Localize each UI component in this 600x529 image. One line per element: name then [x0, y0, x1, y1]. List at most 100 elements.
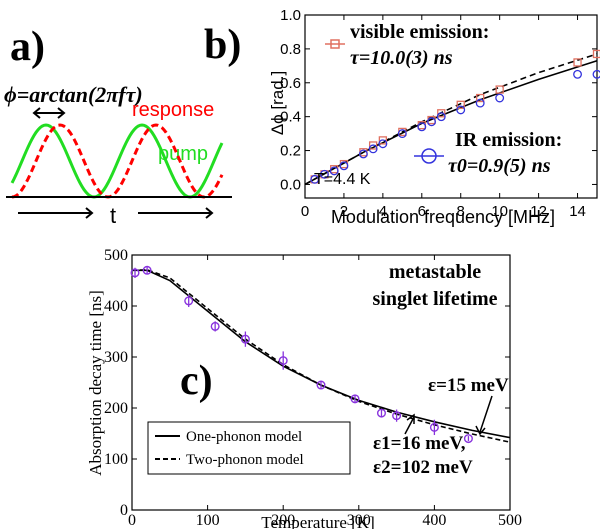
y-tick-label: 200: [104, 400, 128, 417]
decay-time-point: [278, 356, 288, 366]
epsilon12-arrow: [404, 413, 415, 435]
ir-emission-fit: τ0=0.9(5) ns: [448, 155, 551, 177]
phase-arrow: [32, 107, 66, 119]
visible-emission-point: [378, 136, 388, 145]
ir-emission-point: [329, 166, 339, 176]
panel-c-ylabel: Absorption decay time [ns]: [86, 290, 105, 476]
panel-c-title-line2: singlet lifetime: [373, 288, 498, 310]
ir-emission-point: [456, 105, 466, 115]
visible-emission-point: [573, 58, 582, 67]
x-tick-label: 8: [457, 203, 465, 220]
panel-b-points: [310, 49, 600, 184]
visible-emission-point: [437, 109, 446, 118]
x-tick-label: 14: [569, 203, 586, 220]
visible-emission-point: [368, 141, 378, 150]
y-tick-label: 500: [104, 247, 128, 264]
panel-b-label: b): [204, 22, 241, 68]
y-tick-label: 0.8: [280, 41, 301, 58]
panel-b-curves: [304, 53, 598, 186]
panel-c-frame: [131, 254, 511, 511]
decay-time-point: [240, 334, 250, 344]
panel-c-legend: [147, 421, 351, 475]
legend-two-phonon-label: Two-phonon model: [186, 452, 304, 468]
visible-emission-point: [592, 49, 600, 59]
y-tick-label: 100: [104, 451, 128, 468]
decay-time-point: [316, 380, 326, 390]
panel-b-xlabel: Modulation frequency [MHz]: [331, 207, 555, 227]
panel-c-xlabel: Temperature [K]: [261, 513, 375, 529]
ir-emission-point: [475, 98, 485, 108]
ir-emission-point: [436, 112, 446, 122]
panel-c-title-line1: metastable: [389, 261, 481, 283]
ir-emission-point: [339, 161, 349, 171]
visible-emission-point: [456, 100, 465, 109]
decay-time-point: [376, 408, 386, 418]
legend-one-phonon-label: One-phonon model: [186, 429, 302, 445]
x-tick-label: 10: [491, 203, 508, 220]
x-tick-label: 12: [530, 203, 547, 220]
y-tick-label: 0.6: [280, 75, 301, 92]
decay-time-point: [350, 394, 360, 404]
decay-time-point: [184, 296, 194, 306]
ir-emission-point: [592, 69, 600, 79]
y-tick-label: 300: [104, 349, 128, 366]
y-tick-label: 0.0: [280, 176, 301, 193]
panel-c-label: c): [180, 358, 213, 404]
ir-emission-point: [427, 117, 436, 127]
x-tick-label: 2: [340, 203, 348, 220]
x-tick-label: 0: [301, 203, 309, 220]
x-tick-label: 6: [418, 203, 426, 220]
panel-c-curves: [131, 268, 511, 443]
pump-label: pump: [158, 143, 208, 165]
panel-b: b) 0 2 4 6 8 10 12 14 0.0 0.2 0.4 0.6 0.8 1.0 T=4.4 K…: [204, 7, 600, 227]
time-label: t: [110, 203, 116, 228]
legend-visible-marker: [325, 39, 345, 49]
ir-emission-point: [310, 174, 320, 184]
decay-time-point: [429, 422, 439, 432]
x-tick-label: 300: [347, 512, 371, 529]
x-tick-label: 4: [379, 203, 387, 220]
visible-emission-fit: τ=10.0(3) ns: [350, 47, 453, 69]
decay-time-point: [463, 434, 473, 444]
y-tick-label: 400: [104, 298, 128, 315]
time-arrow: [18, 207, 214, 219]
phase-formula: ϕ=arctan(2πfτ): [4, 82, 143, 107]
response-wave: [11, 123, 224, 199]
ir-emission-point: [397, 129, 407, 139]
ir-emission-point: [320, 169, 329, 179]
x-tick-label: 100: [196, 512, 220, 529]
ir-emission-point: [573, 69, 582, 79]
decay-time-point: [210, 321, 220, 331]
ir-emission-label: IR emission:: [455, 129, 562, 151]
temperature-annotation: T=4.4 K: [314, 171, 371, 188]
x-tick-label: 200: [271, 512, 295, 529]
panel-a: a) ϕ=arctan(2πfτ) response pump t: [4, 24, 232, 228]
ir-emission-point: [368, 144, 378, 154]
panel-a-label: a): [10, 24, 45, 70]
panel-c-points: [130, 265, 473, 444]
y-tick-label: 0.4: [280, 109, 301, 126]
ir-emission-point: [378, 139, 388, 149]
visible-emission-point: [476, 93, 485, 103]
x-tick-label: 500: [498, 512, 522, 529]
panel-c: 0 100 200 300 400 500 0 100 200 300 400 500 Tempera…: [86, 247, 522, 529]
ir-emission-point: [495, 93, 505, 103]
ir-emission-point: [358, 149, 368, 159]
y-tick-label: 0.2: [280, 143, 301, 160]
visible-emission-label: visible emission:: [350, 21, 489, 43]
y-tick-label: 0: [120, 502, 128, 519]
legend-ir-marker: [414, 148, 444, 164]
panel-b-ylabel: Δϕ [rad.]: [268, 71, 287, 135]
epsilon1-annotation: ε1=16 meV,: [373, 433, 466, 454]
fit-dashed-curve: [304, 53, 598, 186]
two-phonon-curve: [131, 268, 511, 443]
decay-time-point: [142, 265, 152, 275]
y-tick-label: 1.0: [280, 7, 301, 24]
x-tick-label: 0: [128, 512, 136, 529]
panel-c-ticks: 0 100 200 300 400 500 0 100 200 300 400 500: [104, 247, 522, 529]
response-label: response: [132, 99, 214, 121]
epsilon-arrow: [475, 395, 493, 436]
decay-time-point: [130, 268, 140, 278]
decay-time-point: [392, 411, 402, 421]
